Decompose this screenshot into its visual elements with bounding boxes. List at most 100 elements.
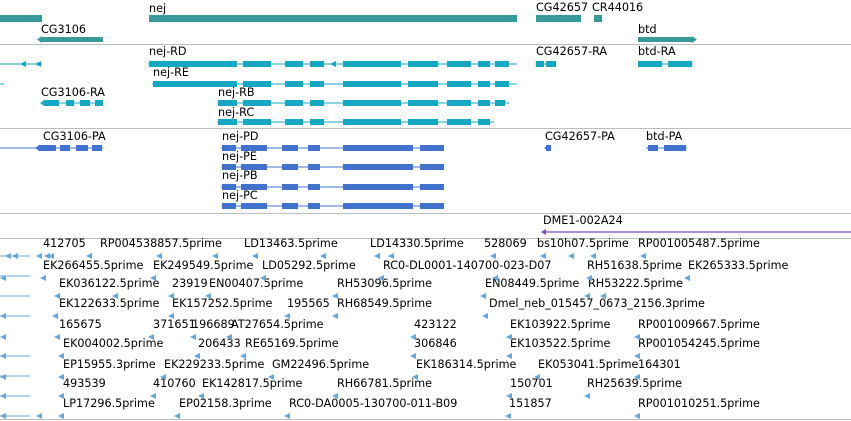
est-label-493539[interactable]: 493539	[63, 377, 106, 390]
est-arrow[interactable]	[86, 253, 92, 259]
est-arrow[interactable]	[410, 334, 416, 340]
est-arrow[interactable]	[58, 374, 64, 380]
cds-label-nej-pd[interactable]: nej-PD	[222, 130, 259, 143]
est-label-23919[interactable]: 23919	[172, 277, 208, 290]
nej-rb-exon[interactable]	[408, 100, 438, 106]
nej-pc-exon[interactable]	[282, 203, 298, 209]
est-arrow[interactable]	[212, 253, 218, 259]
est-arrow[interactable]	[634, 353, 640, 359]
nej-pd-exon[interactable]	[343, 145, 413, 151]
mrna-label-nej-rc[interactable]: nej-RC	[218, 106, 255, 119]
est-arrow[interactable]	[534, 374, 540, 380]
est-arrow[interactable]	[490, 253, 496, 259]
est-label-151857[interactable]: 151857	[509, 397, 552, 410]
est-arrow[interactable]	[226, 334, 232, 340]
est-label-196689[interactable]: 196689	[192, 318, 235, 331]
nej-rb-exon[interactable]	[447, 100, 471, 106]
nej-rd-exon[interactable]	[285, 61, 303, 67]
cg3106-ra-exon[interactable]	[95, 100, 103, 106]
est-label-rp001054245-5prime[interactable]: RP001054245.5prime	[638, 337, 760, 350]
est-label-ek266455-5prime[interactable]: EK266455.5prime	[43, 259, 144, 272]
cg3106-pa-exon[interactable]	[76, 145, 88, 151]
est-label-ek103922-5prime[interactable]: EK103922.5prime	[510, 318, 611, 331]
est-label-rc0-da0005-130700-011-b09[interactable]: RC0-DA0005-130700-011-B09	[289, 397, 458, 410]
est-label-rp001005487-5prime[interactable]: RP001005487.5prime	[638, 237, 760, 250]
nej-rb-exon[interactable]	[343, 100, 401, 106]
nej-rc-exon[interactable]	[408, 119, 438, 125]
est-arrow[interactable]	[540, 253, 546, 259]
est-label-ek157252-5prime[interactable]: EK157252.5prime	[172, 297, 273, 310]
gene-bar-btd[interactable]	[638, 37, 692, 42]
cds-label-nej-pc[interactable]: nej-PC	[222, 189, 258, 202]
btd-ra-exon[interactable]	[638, 61, 662, 67]
est-arrow[interactable]	[190, 334, 196, 340]
nej-re-exon[interactable]	[447, 81, 471, 87]
nej-pc-exon[interactable]	[241, 203, 267, 209]
est-arrow[interactable]	[412, 374, 418, 380]
mrna-label-nej-rd[interactable]: nej-RD	[149, 45, 187, 58]
est-label-en08449-5prime[interactable]: EN08449.5prime	[485, 277, 580, 290]
nej-pb-exon[interactable]	[420, 184, 444, 190]
est-label-dmel-neb-015457-0673-2156-3prime[interactable]: Dmel_neb_015457_0673_2156.3prime	[489, 297, 705, 310]
est-arrow[interactable]	[506, 353, 512, 359]
est-label-206433[interactable]: 206433	[198, 337, 241, 350]
est-label-ep15955-3prime[interactable]: EP15955.3prime	[63, 358, 156, 371]
nej-rb-exon[interactable]	[218, 100, 237, 106]
est-arrow[interactable]	[684, 275, 690, 281]
nej-pe-exon[interactable]	[343, 164, 413, 170]
est-label-rh25639-5prime[interactable]: RH25639.5prime	[587, 377, 683, 390]
mrna-label-cg3106-ra[interactable]: CG3106-RA	[41, 86, 105, 99]
nej-rc-exon[interactable]	[447, 119, 471, 125]
est-arrow[interactable]	[0, 334, 6, 340]
est-arrow[interactable]	[36, 413, 42, 419]
nej-pe-exon[interactable]	[282, 164, 298, 170]
cg3106-ra-exon[interactable]	[66, 100, 74, 106]
nej-rc-exon[interactable]	[243, 119, 271, 125]
est-label-bs10h07-5prime[interactable]: bs10h07.5prime	[537, 237, 629, 250]
mrna-label-btd-ra[interactable]: btd-RA	[638, 45, 676, 58]
est-arrow[interactable]	[482, 313, 488, 319]
nej-pd-exon[interactable]	[222, 145, 236, 151]
est-arrow[interactable]	[40, 275, 46, 281]
nej-pb-exon[interactable]	[222, 184, 236, 190]
est-arrow[interactable]	[252, 253, 258, 259]
nej-pe-exon[interactable]	[420, 164, 444, 170]
est-label-ek229233-5prime[interactable]: EK229233.5prime	[164, 358, 265, 371]
gene-bar-cg3106[interactable]	[41, 37, 103, 42]
est-arrow[interactable]	[260, 275, 266, 281]
nej-re-exon[interactable]	[495, 81, 509, 87]
est-arrow[interactable]	[634, 413, 640, 419]
nej-re-exon[interactable]	[343, 81, 401, 87]
nej-rb-exon[interactable]	[495, 100, 505, 106]
est-arrow[interactable]	[240, 353, 246, 359]
est-arrow[interactable]	[374, 253, 380, 259]
nej-re-exon[interactable]	[153, 81, 237, 87]
est-arrow[interactable]	[568, 253, 574, 259]
cds-label-btd-pa[interactable]: btd-PA	[646, 130, 683, 143]
est-label-ek142817-5prime[interactable]: EK142817.5prime	[202, 377, 303, 390]
est-arrow[interactable]	[150, 275, 156, 281]
btd-pa-exon[interactable]	[664, 145, 686, 151]
est-label-ek053041-5prime[interactable]: EK053041.5prime	[538, 358, 639, 371]
est-arrow[interactable]	[284, 413, 290, 419]
nej-rb-exon[interactable]	[310, 100, 324, 106]
cds-label-cg42657-pa[interactable]: CG42657-PA	[545, 130, 615, 143]
mrna-label-nej-rb[interactable]: nej-RB	[218, 86, 255, 99]
est-arrow[interactable]	[320, 253, 326, 259]
est-arrow[interactable]	[378, 275, 384, 281]
est-label-ek186314-5prime[interactable]: EK186314.5prime	[416, 358, 517, 371]
cds-label-cg3106-pa[interactable]: CG3106-PA	[43, 130, 106, 143]
nej-re-exon[interactable]	[408, 81, 438, 87]
nej-rb-exon[interactable]	[285, 100, 303, 106]
est-arrow[interactable]	[174, 413, 180, 419]
est-arrow[interactable]	[590, 253, 596, 259]
nej-pc-exon[interactable]	[308, 203, 320, 209]
est-label-en00407-5prime[interactable]: EN00407.5prime	[209, 277, 304, 290]
nej-re-exon[interactable]	[310, 81, 324, 87]
est-arrow[interactable]	[505, 413, 511, 419]
nej-rd-exon[interactable]	[447, 61, 471, 67]
gene-label-cg42657[interactable]: CG42657	[536, 1, 589, 14]
nej-pd-exon[interactable]	[308, 145, 320, 151]
nej-rd-exon[interactable]	[149, 61, 237, 67]
est-label-ld14330-5prime[interactable]: LD14330.5prime	[370, 237, 464, 250]
